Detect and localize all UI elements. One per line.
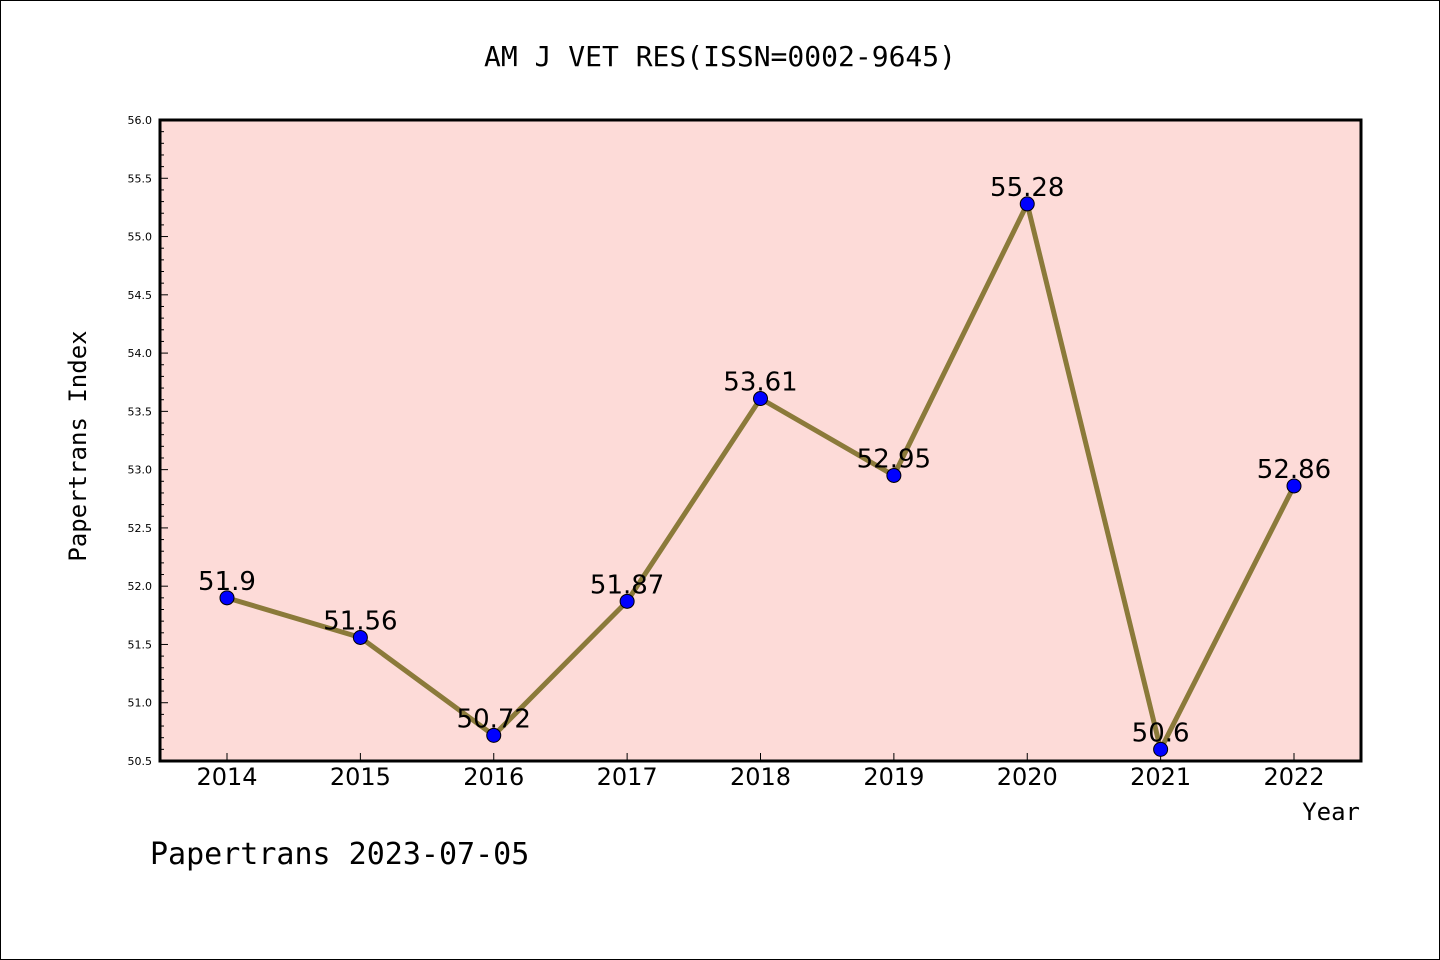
x-tick-label: 2016 — [463, 763, 524, 791]
data-label: 53.61 — [723, 368, 797, 398]
data-labels: 51.9 51.56 50.72 51.87 53.61 52.95 55.28 50.6 52… — [198, 173, 1331, 748]
data-point — [753, 391, 768, 407]
chart-title: AM J VET RES(ISSN=0002-9645) — [484, 40, 956, 73]
data-point — [886, 467, 902, 483]
data-point — [486, 727, 502, 743]
data-points — [219, 196, 1302, 757]
y-tick-label: 51.0 — [128, 697, 153, 710]
data-point — [352, 629, 368, 645]
data-point — [1019, 196, 1035, 212]
x-tick-label: 2020 — [997, 763, 1058, 791]
y-axis-ticks: 50.5 51.0 51.5 52.0 52.5 53.0 53.5 54.0 54.5 55.0… — [128, 114, 168, 768]
data-point — [1286, 478, 1302, 494]
data-label: 51.9 — [198, 567, 256, 597]
data-label: 51.87 — [590, 570, 664, 600]
data-point — [619, 593, 635, 609]
data-label: 55.28 — [990, 173, 1064, 203]
x-tick-label: 2018 — [730, 763, 791, 791]
y-tick-label: 51.5 — [128, 638, 153, 651]
y-tick-label: 53.5 — [128, 405, 153, 418]
plot-area — [158, 118, 1363, 763]
y-tick-label: 54.0 — [128, 347, 153, 360]
x-tick-label: 2014 — [196, 763, 257, 791]
y-tick-label: 56.0 — [128, 114, 153, 127]
data-label: 50.72 — [457, 704, 531, 734]
data-label: 50.6 — [1132, 718, 1190, 748]
x-axis-label: Year — [1302, 798, 1360, 826]
y-axis-label: Papertrans Index — [64, 330, 92, 561]
x-tick-label: 2015 — [330, 763, 391, 791]
data-label: 52.86 — [1257, 455, 1331, 485]
x-tick-label: 2022 — [1263, 763, 1324, 791]
x-tick-label: 2021 — [1130, 763, 1191, 791]
data-point — [1153, 741, 1169, 757]
y-tick-label: 55.0 — [128, 231, 153, 244]
y-tick-label: 50.5 — [128, 755, 153, 768]
y-tick-label: 52.5 — [128, 522, 153, 535]
data-label: 51.56 — [323, 606, 397, 636]
x-axis-ticks: 2014 2015 2016 2017 2018 2019 2020 2021 2022 — [196, 753, 1325, 791]
data-label: 52.95 — [857, 444, 931, 474]
x-tick-label: 2019 — [863, 763, 924, 791]
x-tick-label: 2017 — [597, 763, 658, 791]
footer-text: Papertrans 2023-07-05 — [150, 837, 529, 872]
data-point — [219, 590, 235, 606]
y-tick-label: 55.5 — [128, 172, 153, 185]
y-tick-label: 54.5 — [128, 289, 153, 302]
y-tick-label: 52.0 — [128, 580, 153, 593]
y-tick-label: 53.0 — [128, 464, 153, 477]
